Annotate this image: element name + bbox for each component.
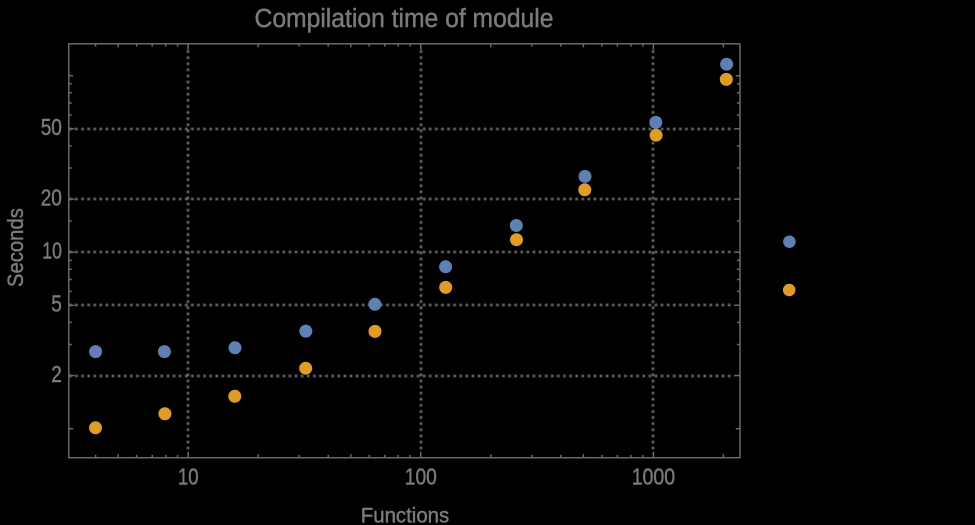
- svg-text:1000: 1000: [632, 463, 675, 489]
- svg-text:Seconds: Seconds: [3, 208, 28, 287]
- svg-text:50: 50: [41, 114, 62, 140]
- svg-text:2: 2: [51, 361, 62, 387]
- svg-text:10: 10: [178, 463, 199, 489]
- svg-text:10: 10: [42, 237, 62, 263]
- svg-text:100: 100: [405, 463, 437, 489]
- svg-text:20: 20: [41, 184, 62, 210]
- svg-text:Functions: Functions: [361, 503, 450, 525]
- svg-text:5: 5: [51, 291, 62, 317]
- svg-text:Compilation time of module: Compilation time of module: [255, 5, 554, 33]
